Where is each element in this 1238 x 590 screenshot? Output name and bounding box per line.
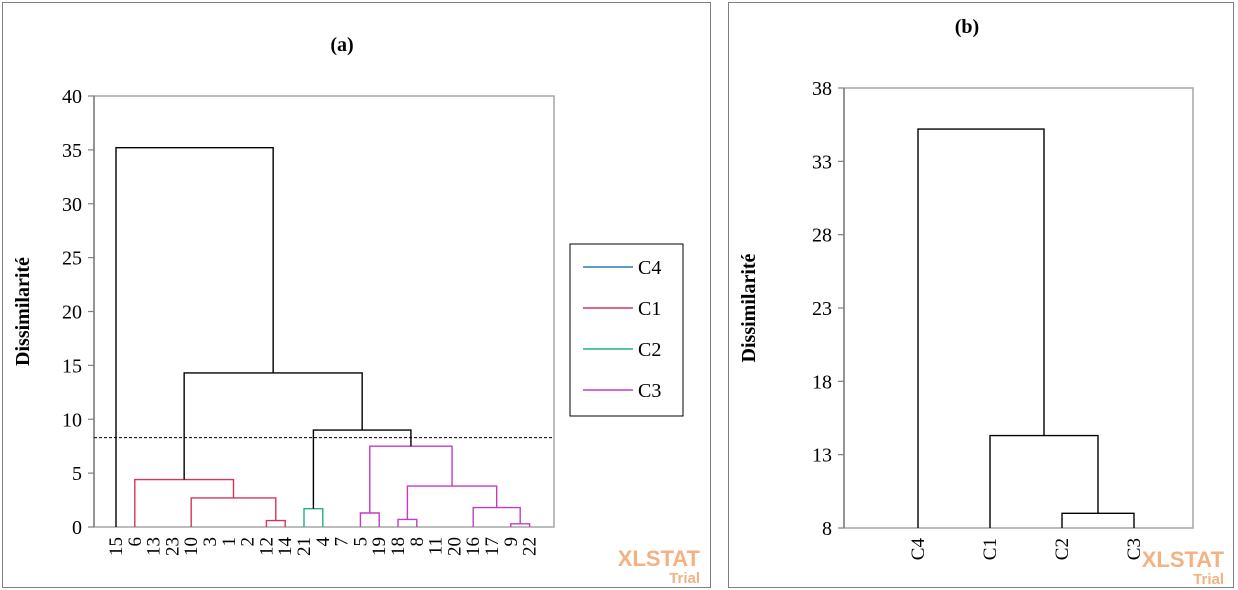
y-tick-label-b-28: 28	[812, 225, 832, 247]
leaf-label-6: 6	[125, 537, 146, 547]
chart-panel-b: (b) Dissimilarité 8 13 18 23 28 33 38 C4 C1 C2 C3 XLS…	[728, 2, 1234, 588]
y-tick-label-a-40: 40	[62, 86, 82, 108]
leaf-label-2: 2	[238, 537, 259, 547]
leaf-label-22: 22	[520, 537, 541, 556]
leaf-label-12: 12	[256, 537, 277, 556]
legend-label-C4: C4	[638, 257, 661, 279]
leaf-label-19: 19	[369, 537, 390, 556]
merge-link-a-12	[115, 147, 274, 527]
merge-link-a-3	[303, 507, 324, 527]
leaf-label-16: 16	[463, 537, 484, 556]
y-tick-label-b-33: 33	[812, 151, 832, 173]
leaf-label-14: 14	[275, 537, 296, 557]
merge-link-a-2	[134, 478, 235, 527]
plot-area-b	[843, 87, 1194, 529]
leaf-label-C4: C4	[908, 538, 929, 561]
y-axis-label-a: Dissimilarité	[12, 257, 34, 366]
merge-link-a-9	[369, 445, 453, 513]
y-tick-label-b-18: 18	[812, 371, 832, 393]
leaf-label-7: 7	[332, 537, 353, 547]
y-tick-label-a-30: 30	[62, 194, 82, 216]
merge-link-a-10	[312, 429, 412, 509]
leaf-label-20: 20	[444, 537, 465, 556]
leaf-label-18: 18	[388, 537, 409, 556]
y-tick-label-a-25: 25	[62, 248, 82, 270]
y-tick-label-a-5: 5	[72, 463, 82, 485]
y-axis-label-b: Dissimilarité	[738, 253, 760, 362]
merge-link-a-5	[397, 518, 418, 527]
legend-label-C1: C1	[638, 298, 661, 320]
watermark-brand-a: XLSTAT	[618, 546, 701, 571]
y-tick-label-b-23: 23	[812, 298, 832, 320]
leaf-label-11: 11	[426, 537, 447, 555]
y-tick-label-b-8: 8	[822, 518, 832, 540]
dendrogram-b: (b) Dissimilarité 8 13 18 23 28 33 38 C4 C1 C2 C3XLS…	[738, 16, 1225, 588]
watermark-edition-a: Trial	[669, 570, 700, 587]
leaf-label-1: 1	[219, 537, 240, 547]
y-tick-label-a-15: 15	[62, 355, 82, 377]
y-tick-label-a-0: 0	[72, 517, 82, 539]
y-tick-label-b-13: 13	[812, 445, 832, 467]
merge-link-b-2	[917, 128, 1045, 528]
chart-title-b: (b)	[955, 16, 979, 38]
y-tick-label-a-35: 35	[62, 140, 82, 162]
leaf-label-8: 8	[407, 537, 428, 547]
leaf-label-4: 4	[313, 537, 334, 547]
merge-link-b-0	[1061, 512, 1135, 528]
merge-link-a-0	[265, 519, 286, 527]
leaf-label-C1: C1	[980, 538, 1001, 560]
merge-link-b-1	[989, 434, 1099, 528]
merge-link-a-1	[190, 497, 277, 527]
watermark-brand-b: XLSTAT	[1142, 547, 1225, 572]
leaf-label-21: 21	[294, 537, 315, 556]
y-tick-label-a-10: 10	[62, 409, 82, 431]
leaf-label-10: 10	[181, 537, 202, 556]
leaf-label-13: 13	[144, 537, 165, 556]
y-tick-label-a-20: 20	[62, 302, 82, 324]
legend-label-C2: C2	[638, 339, 661, 361]
leaf-label-C2: C2	[1052, 538, 1073, 560]
watermark-edition-b: Trial	[1193, 571, 1224, 588]
merge-link-a-8	[406, 485, 498, 520]
leaf-label-15: 15	[106, 537, 127, 556]
leaf-label-C3: C3	[1124, 538, 1145, 560]
plot-area-a	[93, 95, 555, 528]
leaf-label-5: 5	[350, 537, 371, 547]
merge-link-a-4	[359, 512, 380, 527]
merge-link-a-11	[183, 372, 363, 480]
legend-box	[569, 243, 684, 417]
leaf-label-3: 3	[200, 537, 221, 547]
leaf-label-9: 9	[501, 537, 522, 547]
y-tick-label-b-38: 38	[812, 78, 832, 100]
dendrogram-a: (a)Dissimilarité051015202530354015613231…	[12, 34, 701, 587]
leaf-label-23: 23	[162, 537, 183, 556]
chart-title-a: (a)	[330, 34, 353, 56]
legend-label-C3: C3	[638, 380, 661, 402]
chart-panel-a: (a) Dissimilarité 0 5 10 15 20 25 30 35 40 15 6 13 23 1…	[2, 2, 711, 588]
leaf-label-17: 17	[482, 537, 503, 556]
